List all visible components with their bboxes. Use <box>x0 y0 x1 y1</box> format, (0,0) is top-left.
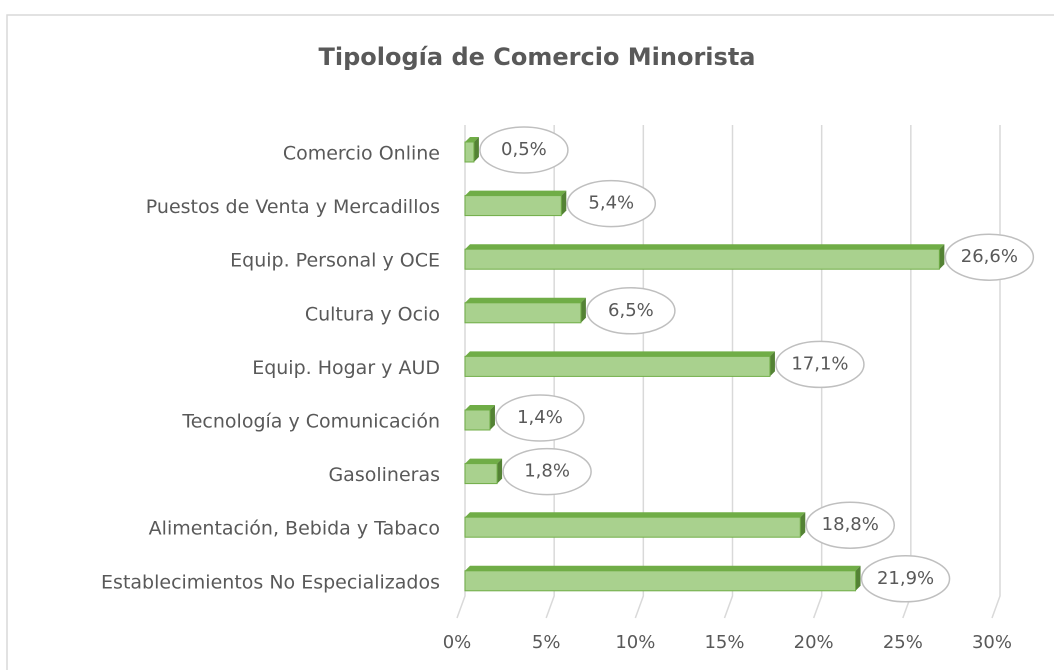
bar-side <box>489 405 495 430</box>
value-label: 6,5% <box>608 300 654 321</box>
x-tick-label: 25% <box>883 632 923 653</box>
bar-front <box>464 463 498 485</box>
value-label: 1,8% <box>524 461 570 482</box>
bar <box>464 190 567 217</box>
bar <box>464 405 495 431</box>
grid-line <box>456 125 466 619</box>
value-label-bubble <box>775 340 865 389</box>
bar <box>464 244 945 270</box>
value-label-bubble <box>586 287 676 335</box>
bar-front <box>464 302 582 324</box>
value-label: 21,9% <box>877 568 934 589</box>
x-tick-label: 15% <box>704 632 744 653</box>
bar-side <box>473 137 479 162</box>
value-label: 5,4% <box>588 193 634 214</box>
value-label-bubble <box>566 179 657 228</box>
bar <box>464 512 806 538</box>
bar-front <box>464 355 771 377</box>
bar-side <box>497 458 503 484</box>
bar-front <box>464 248 940 270</box>
value-label: 17,1% <box>791 353 848 374</box>
y-tick-label: Comercio Online <box>283 143 440 165</box>
x-tick-label: 0% <box>443 632 472 653</box>
bar-side <box>561 190 567 216</box>
bar-top <box>465 190 567 196</box>
bar <box>464 137 479 163</box>
y-tick-label: Alimentación, Bebida y Tabaco <box>149 518 440 540</box>
y-tick-label: Gasolineras <box>328 464 440 486</box>
value-label-bubble <box>502 447 592 496</box>
bar-side <box>769 351 775 377</box>
value-label: 26,6% <box>961 246 1018 267</box>
bar-top <box>465 565 861 571</box>
y-tick-label: Cultura y Ocio <box>305 303 440 325</box>
x-tick-label: 10% <box>615 632 655 653</box>
bar-top <box>465 297 586 303</box>
value-label: 1,4% <box>517 407 563 428</box>
bar-front <box>464 141 475 163</box>
bar-front <box>464 195 562 217</box>
value-label-bubble <box>495 394 585 442</box>
bar-top <box>465 458 503 464</box>
y-tick-label: Puestos de Venta y Mercadillos <box>146 196 440 218</box>
bar-side <box>800 512 806 538</box>
y-tick-label: Tecnología y Comunicación <box>181 411 440 433</box>
grid-line <box>634 125 645 619</box>
bar-side <box>939 244 945 270</box>
grid-line <box>991 125 1001 619</box>
bar <box>464 565 861 592</box>
y-tick-label: Establecimientos No Especializados <box>101 571 440 593</box>
value-label-bubble <box>860 555 951 603</box>
value-label-bubble <box>944 233 1035 281</box>
grid-line <box>545 125 555 619</box>
value-label-bubble <box>479 126 569 174</box>
bar-side <box>855 565 861 591</box>
bar <box>464 351 775 377</box>
value-label-bubble <box>805 501 896 549</box>
bar <box>464 458 503 485</box>
bar-side <box>580 297 586 323</box>
bar-front <box>464 570 857 592</box>
bar-top <box>465 244 945 250</box>
bar <box>464 297 586 324</box>
x-tick-label: 30% <box>972 632 1012 653</box>
bar-top <box>465 351 775 357</box>
y-tick-label: Equip. Hogar y AUD <box>252 357 440 379</box>
bar-front <box>464 516 801 538</box>
bar-top <box>465 137 479 142</box>
value-label: 18,8% <box>822 514 879 535</box>
y-tick-label: Equip. Personal y OCE <box>230 250 440 272</box>
chart-title: Tipología de Comercio Minorista <box>319 43 756 71</box>
bar-front <box>464 409 491 431</box>
grid-line <box>723 125 734 619</box>
value-label: 0,5% <box>501 139 547 160</box>
bar-top <box>465 512 806 518</box>
x-tick-label: 5% <box>532 632 561 653</box>
x-tick-label: 20% <box>794 632 834 653</box>
bar-top <box>465 405 495 410</box>
grid-line <box>812 125 823 619</box>
